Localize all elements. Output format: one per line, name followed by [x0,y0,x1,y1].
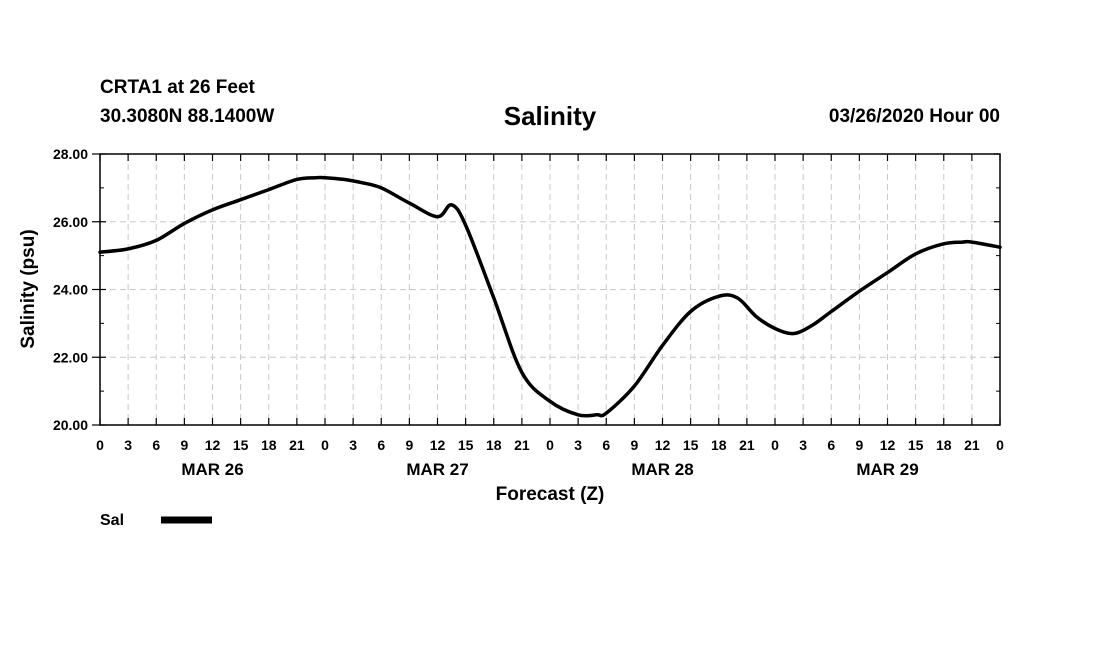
x-tick-label: 21 [739,437,755,453]
day-label: MAR 28 [631,460,693,479]
x-tick-label: 3 [574,437,582,453]
day-label: MAR 27 [406,460,468,479]
x-tick-label: 0 [996,437,1004,453]
x-tick-label: 15 [458,437,474,453]
chart-title: Salinity [503,101,597,131]
y-tick-label: 26.00 [53,214,88,230]
y-tick-label: 28.00 [53,146,88,162]
x-tick-label: 0 [321,437,329,453]
axis-ticks [92,153,1001,426]
x-tick-label: 0 [546,437,554,453]
x-tick-label: 9 [630,437,638,453]
day-label: MAR 26 [181,460,243,479]
y-tick-label: 24.00 [53,282,88,298]
x-tick-label: 15 [683,437,699,453]
x-tick-label: 21 [514,437,530,453]
x-tick-label: 3 [799,437,807,453]
salinity-line [98,175,1002,418]
y-tick-label: 20.00 [53,417,88,433]
x-tick-label: 6 [377,437,385,453]
x-tick-label: 6 [602,437,610,453]
forecast-cycle: 03/26/2020 Hour 00 [828,106,1000,127]
y-axis-title: Salinity (psu) [18,229,39,348]
y-tick-label: 22.00 [53,349,88,365]
x-tick-label: 0 [96,437,104,453]
legend-label-sal: Sal [100,512,124,529]
x-tick-label: 9 [405,437,413,453]
axis-labels: 0 3 6 9 12 15 18 21 0 3 6 9 12 15 18 21 0 3 6 9 12 15 18 21 0 3 6 9… [53,146,1004,479]
x-tick-label: 18 [261,437,277,453]
x-tick-label: 15 [908,437,924,453]
x-tick-label: 6 [827,437,835,453]
x-tick-label: 12 [205,437,221,453]
x-tick-label: 12 [430,437,446,453]
x-tick-label: 21 [289,437,305,453]
x-tick-label: 21 [964,437,980,453]
x-tick-label: 6 [152,437,160,453]
grid-lines [100,154,1000,425]
x-tick-label: 18 [711,437,727,453]
x-tick-label: 9 [855,437,863,453]
x-tick-label: 18 [936,437,952,453]
station-coordinates: 30.3080N 88.1400W [100,106,275,127]
x-tick-label: 9 [180,437,188,453]
x-tick-label: 0 [771,437,779,453]
x-tick-label: 18 [486,437,502,453]
x-tick-label: 3 [349,437,357,453]
x-tick-label: 12 [880,437,896,453]
x-tick-label: 3 [124,437,132,453]
legend: Sal [100,512,212,529]
x-axis-title: Forecast (Z) [496,484,605,505]
station-label: CRTA1 at 26 Feet [100,77,255,98]
x-tick-label: 12 [655,437,671,453]
day-label: MAR 29 [856,460,918,479]
x-tick-label: 15 [233,437,249,453]
